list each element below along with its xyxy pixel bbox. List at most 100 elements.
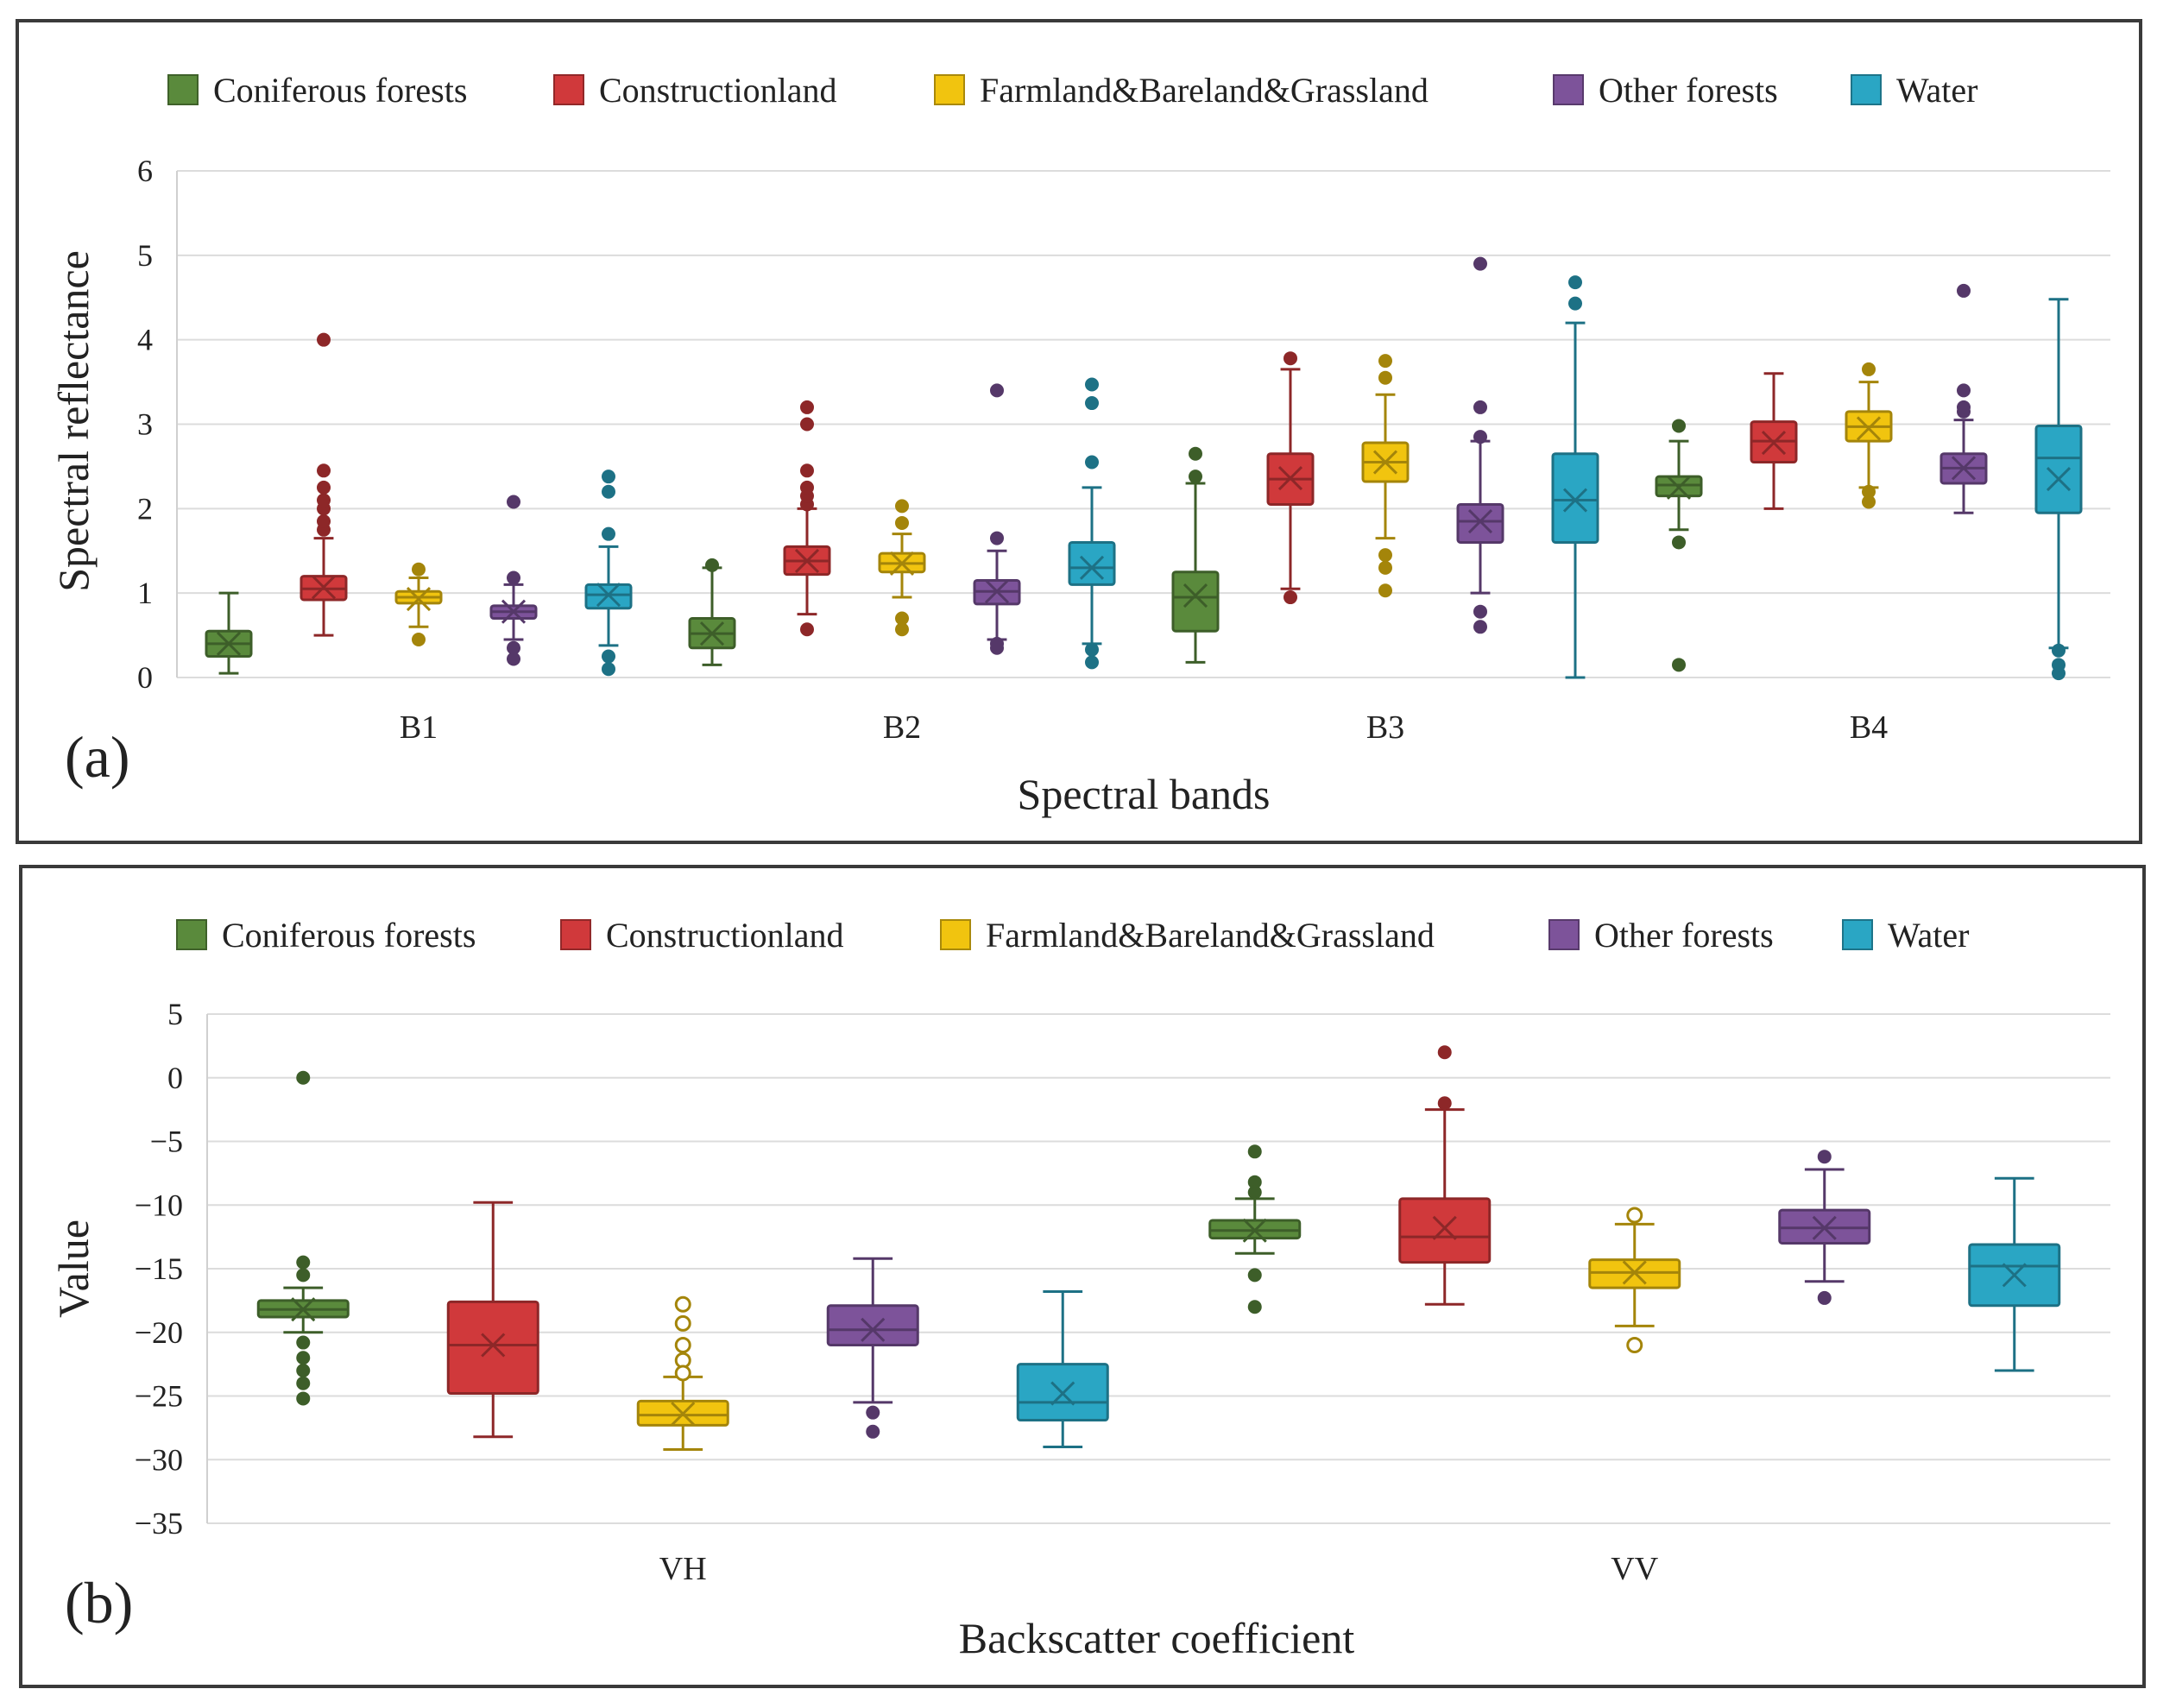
outlier-point	[317, 480, 331, 495]
outlier-point	[990, 531, 1004, 545]
mean-marker	[1242, 1218, 1267, 1243]
y-tick-label: −10	[135, 1188, 183, 1222]
mean-marker	[1372, 450, 1398, 475]
outlier-point	[674, 1365, 691, 1382]
mean-marker	[1432, 1215, 1457, 1240]
box-constructionland-vh	[446, 1201, 539, 1439]
outlier-point	[1672, 419, 1686, 433]
panel-a-frame	[16, 19, 2142, 844]
mean-marker	[481, 1333, 506, 1358]
outlier-point	[1626, 1207, 1643, 1224]
outlier-point	[1247, 1144, 1262, 1159]
outlier-point	[1473, 400, 1487, 414]
legend-label-constructionland: Constructionland	[606, 916, 844, 955]
outlier-point	[602, 470, 615, 484]
y-tick-label: −20	[135, 1315, 183, 1350]
outlier-point	[1862, 484, 1876, 499]
outlier-point	[705, 558, 719, 572]
outlier-point	[296, 1070, 311, 1085]
legend-label-other-forests: Other forests	[1594, 916, 1774, 955]
outlier-point	[895, 622, 909, 637]
outlier-point	[1085, 396, 1099, 411]
outlier-point	[1378, 548, 1392, 563]
y-tick-label: 6	[137, 154, 153, 188]
outlier-point	[1437, 1045, 1452, 1060]
outlier-point	[507, 640, 520, 655]
box-iqr	[1456, 502, 1504, 544]
y-tick-label: 4	[137, 323, 153, 357]
box-constructionland-b2	[783, 400, 831, 637]
legend-swatch-farmland-bareland-grassland	[940, 919, 971, 950]
x-tick-label-b3: B3	[1366, 709, 1404, 746]
outlier-point	[1817, 1150, 1832, 1164]
outlier-point	[602, 662, 615, 677]
outlier-point	[1672, 658, 1686, 672]
panel-label-b: (b)	[65, 1570, 133, 1636]
x-axis-title-b: Backscatter coefficient	[959, 1614, 1355, 1662]
outlier-point	[1378, 370, 1392, 385]
outlier-point	[507, 495, 520, 509]
x-tick-label-b4: B4	[1850, 709, 1888, 746]
mean-marker	[406, 586, 432, 612]
box-iqr	[1068, 540, 1116, 586]
y-tick-label: −25	[135, 1379, 183, 1414]
outlier-point	[1473, 604, 1487, 619]
box-other-forests-vh	[826, 1257, 919, 1439]
legend-swatch-coniferous-forests	[176, 919, 207, 950]
box-iqr	[446, 1300, 539, 1396]
legend-swatch-water	[1842, 919, 1873, 950]
outlier-point	[895, 611, 909, 626]
y-tick-label: 3	[137, 407, 153, 442]
outlier-point	[1283, 590, 1297, 605]
outlier-point	[800, 400, 814, 414]
grid-a: 0 1 2 3 4 5 6 B1 B2 B3 B4	[137, 154, 2110, 746]
outlier-point	[866, 1424, 880, 1439]
outlier-point	[1378, 354, 1392, 369]
outlier-point	[1189, 470, 1202, 484]
outlier-point	[412, 562, 426, 577]
legend-swatch-farmland-bareland-grassland	[934, 74, 965, 105]
mean-marker	[2002, 1263, 2027, 1288]
legend-b: Coniferous forests Constructionland Farmla…	[176, 916, 1970, 955]
panel-a: Coniferous forests Constructionland Farmla…	[16, 19, 2142, 844]
mean-marker	[216, 631, 242, 656]
box-constructionland-vv	[1398, 1045, 1492, 1306]
box-iqr	[826, 1304, 919, 1347]
box-constructionland-b1	[300, 332, 348, 637]
outlier-point	[895, 515, 909, 530]
outlier-point	[800, 463, 814, 478]
y-tick-label: 2	[137, 491, 153, 526]
outlier-point	[1957, 383, 1971, 398]
mean-marker	[1761, 430, 1787, 456]
outlier-point	[296, 1335, 311, 1350]
outlier-point	[1085, 455, 1099, 470]
outlier-point	[317, 493, 331, 507]
box-iqr	[2034, 424, 2083, 514]
box-farmland-bareland-grassland-b1	[394, 562, 443, 646]
outlier-point	[1626, 1337, 1643, 1353]
outlier-point	[1862, 362, 1876, 376]
legend-swatch-constructionland	[560, 919, 591, 950]
legend-swatch-coniferous-forests	[167, 74, 199, 105]
legend-label-coniferous-forests: Coniferous forests	[213, 71, 467, 110]
box-farmland-bareland-grassland-b2	[878, 499, 926, 637]
outlier-point	[674, 1295, 691, 1313]
mean-marker	[1812, 1215, 1837, 1240]
mean-marker	[1562, 488, 1588, 513]
outlier-point	[866, 1405, 880, 1420]
box-water-b2	[1068, 377, 1116, 670]
outlier-point	[1437, 1096, 1452, 1111]
x-tick-label-b1: B1	[400, 709, 438, 746]
outlier-point	[1473, 620, 1487, 634]
plot-b	[256, 1045, 2061, 1451]
outlier-point	[317, 332, 331, 347]
outlier-point	[296, 1255, 311, 1270]
box-other-forests-b2	[973, 383, 1021, 655]
mean-marker	[596, 583, 621, 608]
outlier-point	[296, 1351, 311, 1365]
outlier-point	[1247, 1300, 1262, 1314]
x-axis-title-a: Spectral bands	[1018, 770, 1271, 818]
outlier-point	[990, 636, 1004, 651]
x-tick-label-vh: VH	[659, 1551, 707, 1587]
